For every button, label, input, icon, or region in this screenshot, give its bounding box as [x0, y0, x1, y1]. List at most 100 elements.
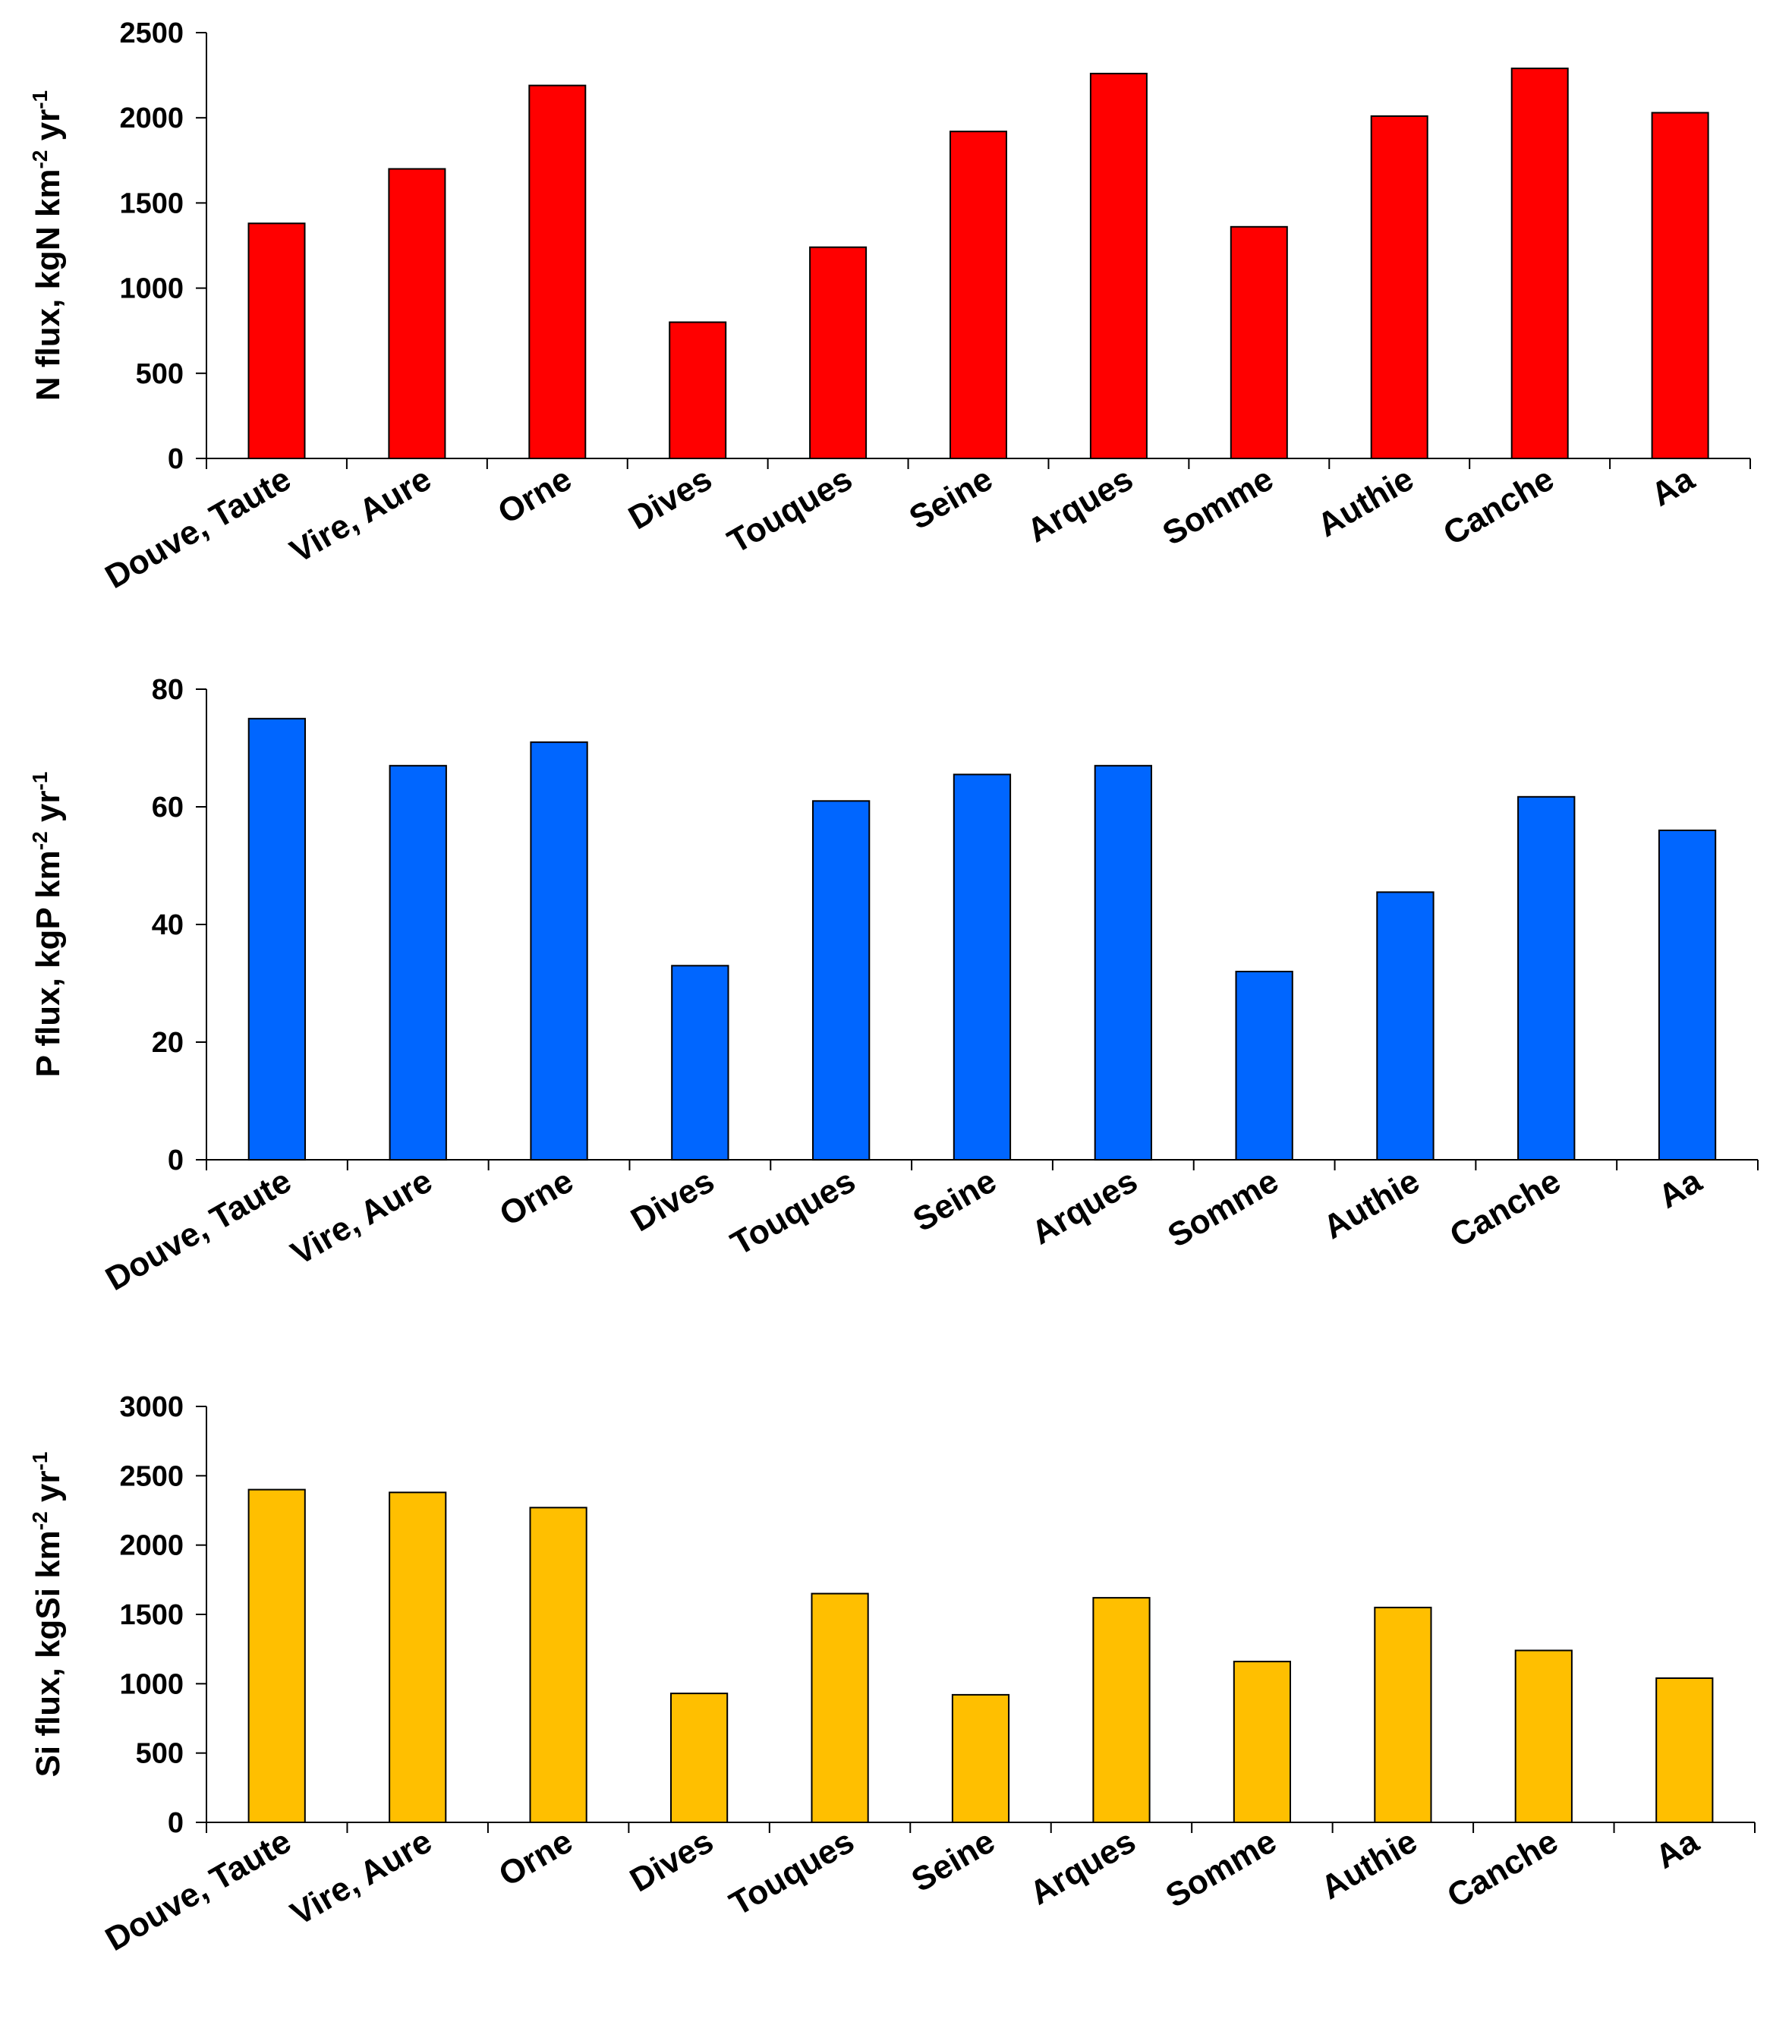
n-flux-category-label: Somme — [1157, 460, 1280, 553]
si-flux-y-axis-title-part: -1 — [28, 1452, 52, 1471]
n-flux-y-tick-label: 0 — [168, 443, 184, 475]
n-flux-y-tick-label: 500 — [136, 358, 184, 390]
p-flux-y-axis-title-part: -1 — [28, 772, 52, 791]
n-flux-y-axis-title-part: -1 — [28, 90, 52, 109]
si-flux-category-label: Aa — [1649, 1822, 1705, 1876]
si-flux-bar — [1514, 1649, 1573, 1823]
p-flux-category-label: Douve, Taute — [99, 1162, 298, 1298]
p-flux-y-axis-title-part: P flux, kgP km — [30, 850, 67, 1077]
p-flux-y-tick-label: 80 — [152, 674, 184, 706]
p-flux-category-label: Orne — [493, 1162, 579, 1233]
p-flux-bar — [812, 800, 871, 1161]
n-flux-bar — [1370, 115, 1428, 459]
si-flux-bar — [670, 1693, 729, 1824]
si-flux-y-tick-label: 1500 — [119, 1599, 184, 1631]
n-flux-category-label: Arques — [1021, 460, 1139, 550]
n-flux-category-label: Canche — [1437, 460, 1560, 553]
n-flux-bar — [1651, 112, 1709, 459]
n-flux-category-label: Douve, Taute — [99, 460, 298, 596]
si-flux-bar — [529, 1507, 587, 1824]
p-flux-y-axis-title-part: -2 — [28, 831, 52, 850]
n-flux-bar — [950, 131, 1007, 459]
si-flux-category-label: Dives — [624, 1822, 720, 1899]
n-flux-y-axis-title: N flux, kgN km-2 yr-1 — [28, 90, 67, 401]
n-flux-category-label: Touques — [722, 460, 858, 560]
n-flux-y-axis-title-part: yr — [30, 109, 67, 150]
p-flux-bar — [1235, 971, 1293, 1161]
n-flux-bar — [528, 84, 587, 459]
si-flux-category-label: Arques — [1024, 1822, 1142, 1912]
si-flux-category-label: Canche — [1441, 1822, 1564, 1915]
si-flux-category-label: Somme — [1160, 1822, 1283, 1915]
n-flux-category-label: Orne — [492, 460, 578, 531]
p-flux-bar — [389, 764, 447, 1161]
n-flux-bar — [1510, 68, 1569, 460]
si-flux-bar — [1233, 1661, 1292, 1824]
n-flux-bar — [1230, 225, 1288, 459]
p-flux-y-axis-title-part: yr — [30, 791, 67, 832]
p-flux-category-label: Vire, Aure — [285, 1162, 438, 1272]
si-flux-category-label: Touques — [723, 1822, 860, 1923]
n-flux-y-tick-label: 2500 — [119, 17, 184, 49]
p-flux-bar — [1094, 764, 1152, 1161]
n-flux-y-tick-label: 2000 — [119, 102, 184, 134]
si-flux-chart: 0 500 1000 1500 2000 2500 3000 Douve, TauteVire… — [28, 1391, 1756, 1958]
n-flux-category-label: Dives — [622, 460, 718, 537]
si-flux-y-tick-label: 0 — [168, 1807, 184, 1839]
p-flux-bar — [953, 773, 1012, 1161]
si-flux-category-label: Authie — [1315, 1822, 1423, 1907]
si-flux-bar — [1655, 1677, 1714, 1823]
n-flux-y-tick-label: 1500 — [119, 187, 184, 219]
n-flux-bar — [1089, 72, 1148, 460]
p-flux-category-label: Authie — [1317, 1162, 1425, 1246]
si-flux-category-label: Vire, Aure — [285, 1822, 438, 1932]
si-flux-bar — [951, 1693, 1010, 1823]
n-flux-bar — [247, 222, 306, 459]
n-flux-y-axis-title-part: N flux, kgN km — [30, 169, 67, 402]
p-flux-bar — [671, 965, 729, 1161]
p-flux-y-tick-label: 20 — [152, 1027, 184, 1059]
si-flux-y-tick-label: 500 — [136, 1738, 184, 1770]
n-flux-category-label: Authie — [1312, 460, 1420, 544]
p-flux-y-axis-title: P flux, kgP km-2 yr-1 — [28, 772, 67, 1078]
si-flux-y-tick-label: 3000 — [119, 1391, 184, 1423]
p-flux-bar — [247, 717, 307, 1161]
p-flux-y-tick-label: 0 — [168, 1145, 184, 1176]
p-flux-y-tick-label: 60 — [152, 792, 184, 824]
si-flux-bar — [1092, 1597, 1151, 1824]
n-flux-bar — [809, 246, 868, 459]
si-flux-y-tick-label: 2500 — [119, 1460, 184, 1492]
si-flux-y-axis-title: Si flux, kgSi km-2 yr-1 — [28, 1452, 67, 1778]
p-flux-category-label: Seine — [907, 1162, 1003, 1239]
p-flux-category-label: Arques — [1025, 1162, 1144, 1252]
si-flux-bar — [247, 1488, 306, 1823]
si-flux-y-axis-title-part: Si flux, kgSi km — [30, 1530, 67, 1777]
p-flux-bar — [1517, 795, 1576, 1161]
p-flux-category-label: Touques — [725, 1162, 861, 1262]
si-flux-y-tick-label: 2000 — [119, 1530, 184, 1562]
si-flux-category-label: Seine — [905, 1822, 1001, 1899]
p-flux-category-label: Dives — [625, 1162, 720, 1239]
n-flux-y-tick-label: 1000 — [119, 273, 184, 305]
si-flux-category-label: Orne — [493, 1822, 578, 1894]
si-flux-bar — [389, 1491, 447, 1824]
si-flux-bar — [1374, 1606, 1432, 1823]
si-flux-category-label: Douve, Taute — [99, 1822, 298, 1958]
p-flux-y-tick-label: 40 — [152, 909, 184, 941]
n-flux-category-label: Seine — [903, 460, 999, 537]
si-flux-y-tick-label: 1000 — [119, 1668, 184, 1700]
si-flux-y-axis-title-part: -2 — [28, 1511, 52, 1530]
n-flux-y-axis-title-part: -2 — [28, 150, 52, 169]
p-flux-bar — [1658, 830, 1717, 1161]
p-flux-category-label: Canche — [1444, 1162, 1567, 1255]
p-flux-category-label: Aa — [1652, 1162, 1709, 1216]
p-flux-category-label: Somme — [1161, 1162, 1284, 1255]
n-flux-category-label: Vire, Aure — [284, 460, 437, 570]
n-flux-category-label: Aa — [1645, 460, 1701, 514]
n-flux-bar — [388, 168, 446, 459]
si-flux-bar — [811, 1592, 869, 1824]
p-flux-bar — [1376, 891, 1435, 1161]
